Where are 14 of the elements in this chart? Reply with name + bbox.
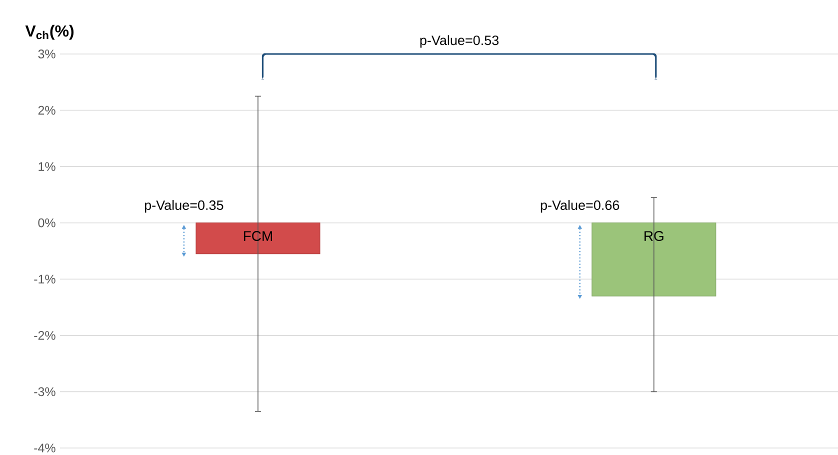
y-tick-label: -1% [34,274,56,284]
text: p-Value=0.53 [420,35,499,48]
y-axis-title: V$_{ch}$(%) [25,24,74,40]
annotation: p-Value=0.66 [540,200,620,213]
x-tick-label: RG [644,231,664,241]
y-tick-label: 0% [38,218,56,228]
y-tick-label: 3% [38,50,56,58]
x-tick-label: FCM [244,231,272,241]
y-tick-label: 1% [38,162,56,171]
y-tick-label: -4% [34,444,56,452]
y-tick-label: 2% [38,106,56,115]
y-tick-label: -2% [34,331,56,340]
annotation: p-Value=0.35 [144,200,224,213]
y-tick-label: -3% [34,387,56,396]
